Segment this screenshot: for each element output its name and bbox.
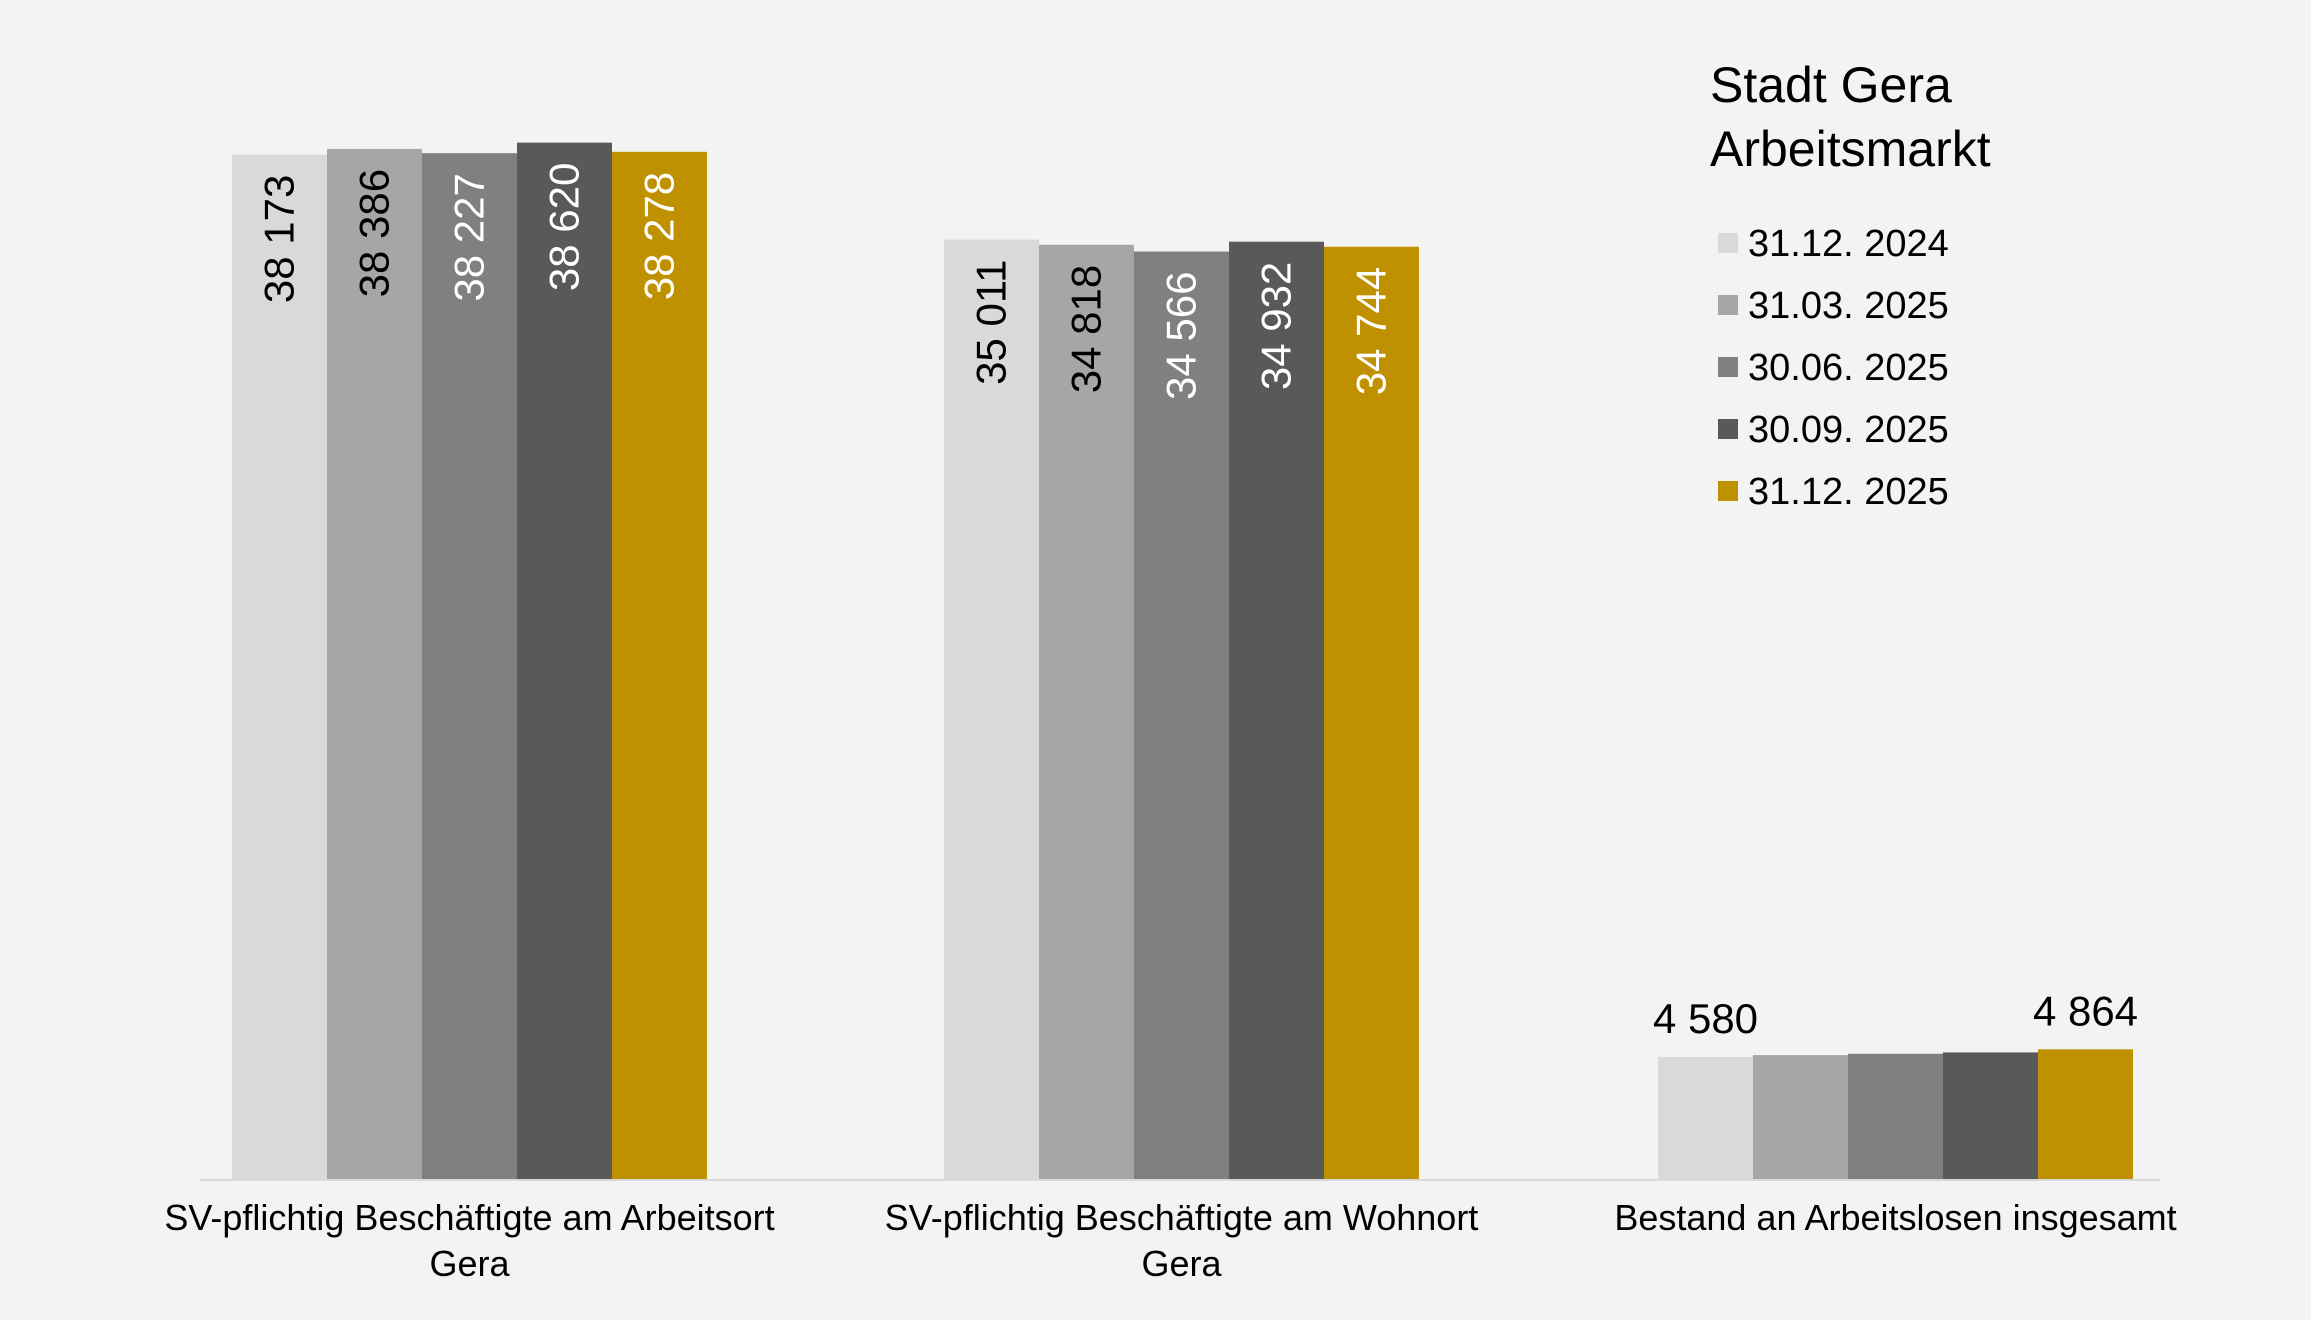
category-label-2-line-1: SV-pflichtig Beschäftigte am Wohnort [885, 1197, 1479, 1238]
bar-2-5 [1324, 246, 1419, 1181]
bar-1-3 [422, 153, 517, 1181]
bar-2-3 [1134, 251, 1229, 1180]
category-label-1-line-1: SV-pflichtig Beschäftigte am Arbeitsort [164, 1197, 774, 1238]
bar-1-2 [327, 148, 422, 1181]
legend-swatch-2 [1718, 295, 1738, 315]
bar-1-1 [232, 154, 327, 1180]
data-label-1-4: 38 620 [541, 163, 588, 291]
category-labels-layer: SV-pflichtig Beschäftigte am Arbeitsort G… [164, 1197, 2176, 1284]
bar-3-4 [1943, 1052, 2038, 1180]
legend-swatch-5 [1718, 481, 1738, 501]
bar-1-5 [612, 151, 707, 1180]
data-label-2-3: 34 566 [1158, 272, 1205, 400]
bar-3-3 [1848, 1053, 1943, 1180]
legend-swatch-4 [1718, 419, 1738, 439]
data-label-2-4: 34 932 [1253, 262, 1300, 390]
data-label-3-1: 4 580 [1653, 995, 1758, 1042]
legend-swatch-3 [1718, 357, 1738, 377]
bar-2-4 [1229, 241, 1324, 1180]
legend-label-5: 31.12. 2025 [1748, 471, 1949, 513]
data-label-1-5: 38 278 [636, 172, 683, 300]
data-label-2-5: 34 744 [1348, 267, 1395, 395]
data-label-2-2: 34 818 [1063, 265, 1110, 393]
bar-3-5 [2038, 1049, 2133, 1180]
legend-label-1: 31.12. 2024 [1748, 223, 1949, 265]
category-label-2-line-2: Gera [1141, 1243, 1222, 1284]
legend-label-3: 30.06. 2025 [1748, 347, 1949, 389]
data-label-1-2: 38 386 [351, 169, 398, 297]
chart-title-line-2: Arbeitsmarkt [1710, 121, 1991, 177]
data-labels-layer: 38 173 38 386 38 227 38 620 38 278 35 011 34 8… [256, 163, 2139, 1042]
legend-swatch-1 [1718, 233, 1738, 253]
bar-3-1 [1658, 1056, 1753, 1180]
data-label-1-3: 38 227 [446, 173, 493, 301]
bars-layer [232, 142, 2133, 1181]
data-label-3-5: 4 864 [2033, 987, 2138, 1034]
bar-2-2 [1039, 244, 1134, 1180]
bar-1-4 [517, 142, 612, 1181]
chart-title: Stadt Gera Arbeitsmarkt [1710, 57, 1991, 177]
bar-3-2 [1753, 1055, 1848, 1180]
data-label-1-1: 38 173 [256, 175, 303, 303]
chart-title-line-1: Stadt Gera [1710, 57, 1952, 113]
category-label-1-line-2: Gera [429, 1243, 510, 1284]
category-label-3-line-1: Bestand an Arbeitslosen insgesamt [1614, 1197, 2176, 1238]
legend-label-2: 31.03. 2025 [1748, 285, 1949, 327]
data-label-2-1: 35 011 [968, 260, 1015, 385]
legend: 31.12. 2024 31.03. 2025 30.06. 2025 30.09. … [1718, 223, 1949, 513]
bar-2-1 [944, 239, 1039, 1180]
legend-label-4: 30.09. 2025 [1748, 409, 1949, 451]
